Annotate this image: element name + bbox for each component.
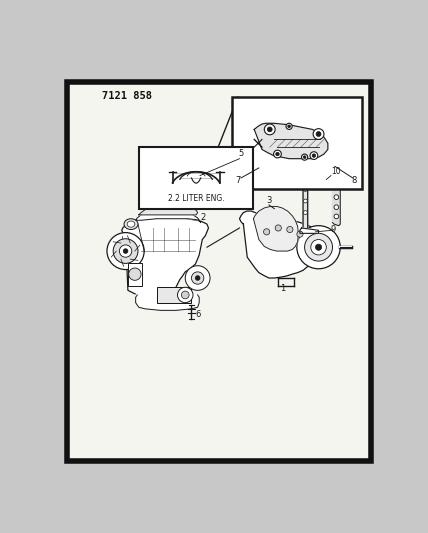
Bar xyxy=(232,97,362,189)
Ellipse shape xyxy=(127,221,135,227)
Polygon shape xyxy=(136,210,201,223)
Circle shape xyxy=(119,245,132,257)
Circle shape xyxy=(312,154,315,157)
Circle shape xyxy=(334,205,339,209)
Polygon shape xyxy=(303,174,308,233)
Circle shape xyxy=(107,232,144,270)
Text: 3: 3 xyxy=(267,196,272,205)
Circle shape xyxy=(303,211,307,214)
Circle shape xyxy=(287,227,293,232)
Text: 7: 7 xyxy=(236,176,241,185)
Circle shape xyxy=(185,265,210,290)
Polygon shape xyxy=(303,178,337,184)
Text: 1: 1 xyxy=(280,284,285,293)
Circle shape xyxy=(303,188,307,191)
Circle shape xyxy=(303,199,307,203)
Circle shape xyxy=(273,150,281,158)
Polygon shape xyxy=(240,211,318,278)
Circle shape xyxy=(301,154,308,160)
Polygon shape xyxy=(164,201,185,207)
Circle shape xyxy=(303,156,306,158)
Polygon shape xyxy=(333,176,340,225)
Text: 5: 5 xyxy=(238,149,243,158)
Circle shape xyxy=(310,152,318,159)
Circle shape xyxy=(276,152,279,156)
Polygon shape xyxy=(300,228,318,233)
Circle shape xyxy=(334,185,339,189)
Circle shape xyxy=(305,233,333,261)
Text: 2: 2 xyxy=(201,213,206,222)
Circle shape xyxy=(316,132,321,136)
Circle shape xyxy=(178,287,193,303)
Circle shape xyxy=(311,239,326,255)
Polygon shape xyxy=(122,216,208,303)
Ellipse shape xyxy=(124,219,138,230)
Circle shape xyxy=(123,249,128,253)
Bar xyxy=(128,263,142,286)
Circle shape xyxy=(195,276,200,280)
Circle shape xyxy=(129,268,141,280)
Circle shape xyxy=(113,239,138,263)
Circle shape xyxy=(265,124,275,135)
Polygon shape xyxy=(303,184,334,189)
Circle shape xyxy=(264,229,270,235)
Circle shape xyxy=(286,123,292,130)
Circle shape xyxy=(275,225,281,231)
Circle shape xyxy=(313,128,324,140)
Text: 6: 6 xyxy=(195,310,201,319)
Text: 2.2 LITER ENG.: 2.2 LITER ENG. xyxy=(168,194,224,203)
Circle shape xyxy=(181,291,189,299)
Circle shape xyxy=(315,244,322,251)
Circle shape xyxy=(288,125,291,128)
Bar xyxy=(139,147,253,209)
Circle shape xyxy=(334,195,339,199)
Polygon shape xyxy=(139,204,198,215)
Text: 7121 858: 7121 858 xyxy=(101,91,152,101)
Polygon shape xyxy=(253,206,298,251)
Text: 9: 9 xyxy=(331,225,336,234)
Text: 10: 10 xyxy=(331,167,341,176)
Circle shape xyxy=(297,231,303,237)
Bar xyxy=(157,287,191,303)
Circle shape xyxy=(297,225,340,269)
Polygon shape xyxy=(136,295,199,310)
Text: 8: 8 xyxy=(351,176,357,185)
Polygon shape xyxy=(254,123,328,159)
Circle shape xyxy=(334,214,339,219)
Circle shape xyxy=(267,127,272,132)
Circle shape xyxy=(191,272,204,284)
